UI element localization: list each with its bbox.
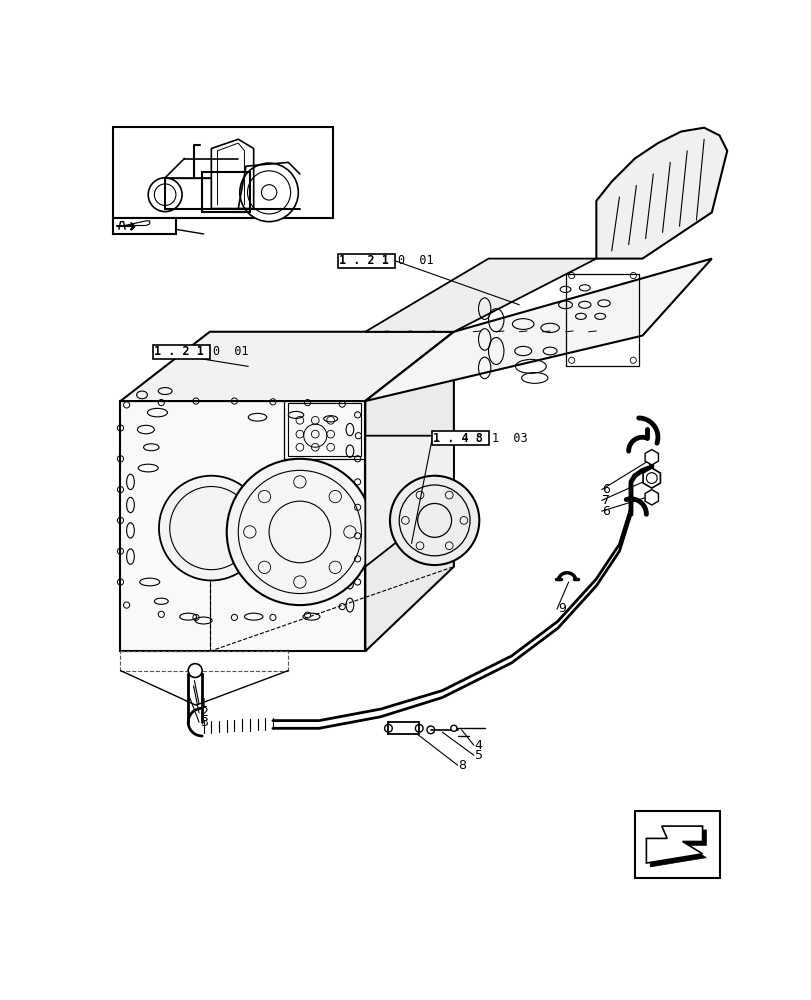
Circle shape: [450, 725, 457, 731]
Polygon shape: [120, 332, 453, 401]
Bar: [338, 254, 395, 268]
Text: 1: 1: [200, 697, 208, 710]
Bar: [113, 218, 176, 234]
Polygon shape: [365, 332, 453, 651]
Bar: [388, 722, 418, 734]
Circle shape: [159, 476, 264, 580]
Text: 1 . 2 1: 1 . 2 1: [339, 254, 388, 267]
Bar: [202, 172, 250, 212]
Text: 3: 3: [200, 716, 208, 729]
Bar: [634, 811, 719, 878]
Polygon shape: [646, 826, 702, 863]
Bar: [152, 345, 209, 359]
Polygon shape: [642, 468, 659, 488]
Circle shape: [148, 178, 182, 212]
Bar: [113, 127, 333, 218]
Polygon shape: [644, 490, 658, 505]
Circle shape: [188, 664, 202, 677]
Polygon shape: [644, 450, 658, 465]
Circle shape: [226, 459, 372, 605]
Polygon shape: [650, 830, 706, 867]
Polygon shape: [365, 259, 595, 332]
Text: 1  03: 1 03: [491, 432, 527, 445]
Polygon shape: [595, 128, 727, 259]
Polygon shape: [365, 436, 453, 567]
Polygon shape: [120, 401, 365, 651]
Text: 4: 4: [474, 739, 482, 752]
Text: 7: 7: [602, 494, 610, 507]
Bar: [288, 403, 361, 456]
Text: 1 . 4 8: 1 . 4 8: [432, 432, 483, 445]
Text: 0  01: 0 01: [398, 254, 434, 267]
Bar: [431, 431, 489, 445]
Circle shape: [389, 476, 478, 565]
Text: 0  01: 0 01: [212, 345, 248, 358]
Text: 9: 9: [557, 602, 565, 615]
Polygon shape: [365, 259, 711, 401]
Text: 1 . 2 1: 1 . 2 1: [153, 345, 203, 358]
Bar: [564, 274, 638, 366]
Text: 6: 6: [602, 483, 610, 496]
Text: 6: 6: [602, 505, 610, 518]
Text: 8: 8: [458, 759, 466, 772]
Circle shape: [239, 163, 298, 222]
Text: 5: 5: [474, 749, 482, 762]
Text: 2: 2: [200, 706, 208, 719]
